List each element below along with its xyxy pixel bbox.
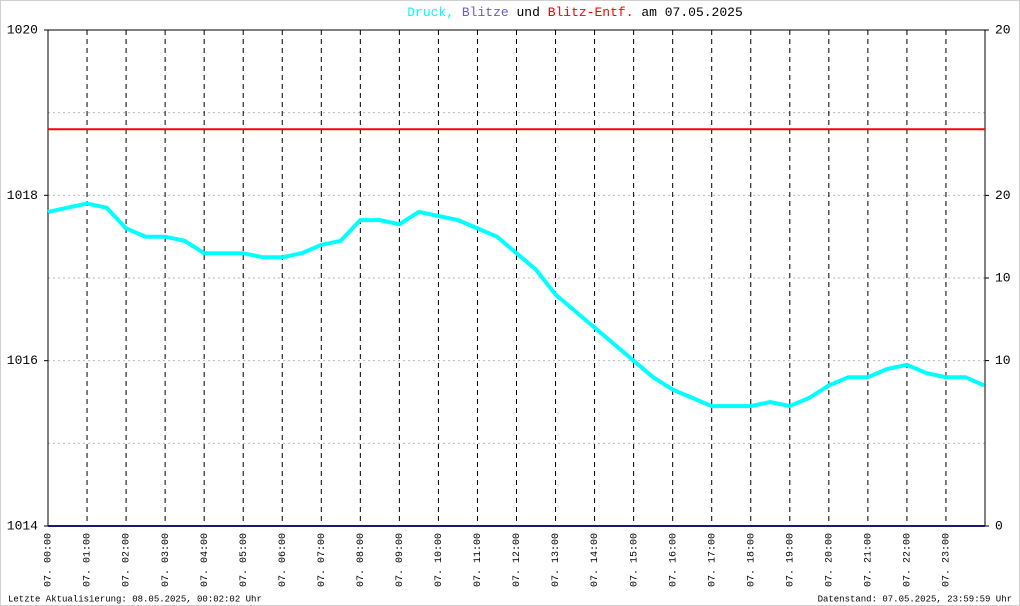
y-tick-label: 1018 [7, 188, 38, 203]
title-part: am 07.05.2025 [641, 5, 742, 20]
y2-tick-label: 0 [995, 518, 1003, 533]
x-tick-label: 07. 22:00 [903, 533, 914, 587]
x-tick-label: 07. 13:00 [551, 533, 562, 587]
x-tick-label: 07. 17:00 [707, 533, 718, 587]
x-tick-label: 07. 12:00 [512, 533, 523, 587]
x-tick-label: 07. 03:00 [161, 533, 172, 587]
x-tick-label: 07. 15:00 [629, 533, 640, 587]
x-tick-label: 07. 14:00 [590, 533, 601, 587]
x-tick-label: 07. 20:00 [824, 533, 835, 587]
footer-right: Datenstand: 07.05.2025, 23:59:59 Uhr [818, 594, 1012, 604]
x-tick-label: 07. 09:00 [395, 533, 406, 587]
x-tick-label: 07. 16:00 [668, 533, 679, 587]
footer-left: Letzte Aktualisierung: 08.05.2025, 00:02… [8, 594, 262, 604]
x-tick-label: 07. 05:00 [239, 533, 250, 587]
y-tick-label: 1016 [7, 353, 38, 368]
x-tick-label: 07. 08:00 [356, 533, 367, 587]
title-part: und [516, 5, 539, 20]
x-tick-label: 07. 00:00 [44, 533, 55, 587]
x-tick-label: 07. 23:00 [942, 533, 953, 587]
y2-tick-label: 10 [995, 353, 1011, 368]
x-tick-label: 07. 06:00 [278, 533, 289, 587]
x-tick-label: 07. 01:00 [83, 533, 94, 587]
title-part: Blitz-Entf. [548, 5, 634, 20]
x-tick-label: 07. 18:00 [746, 533, 757, 587]
y2-tick-label: 20 [995, 22, 1011, 37]
title-part: Druck, [407, 5, 454, 20]
x-tick-label: 07. 21:00 [864, 533, 875, 587]
y2-tick-label: 10 [995, 270, 1011, 285]
y2-tick-label: 20 [995, 188, 1011, 203]
title-part: Blitze [462, 5, 509, 20]
x-tick-label: 07. 07:00 [317, 533, 328, 587]
x-tick-label: 07. 19:00 [785, 533, 796, 587]
x-tick-label: 07. 11:00 [473, 533, 484, 587]
chart-title: Druck, Blitze und Blitz-Entf. am 07.05.2… [407, 5, 743, 20]
x-tick-label: 07. 10:00 [434, 533, 445, 587]
x-tick-label: 07. 02:00 [122, 533, 133, 587]
series-line [47, 201, 986, 409]
y-tick-label: 1014 [7, 518, 38, 533]
x-tick-label: 07. 04:00 [200, 533, 211, 587]
y-tick-label: 1020 [7, 22, 38, 37]
